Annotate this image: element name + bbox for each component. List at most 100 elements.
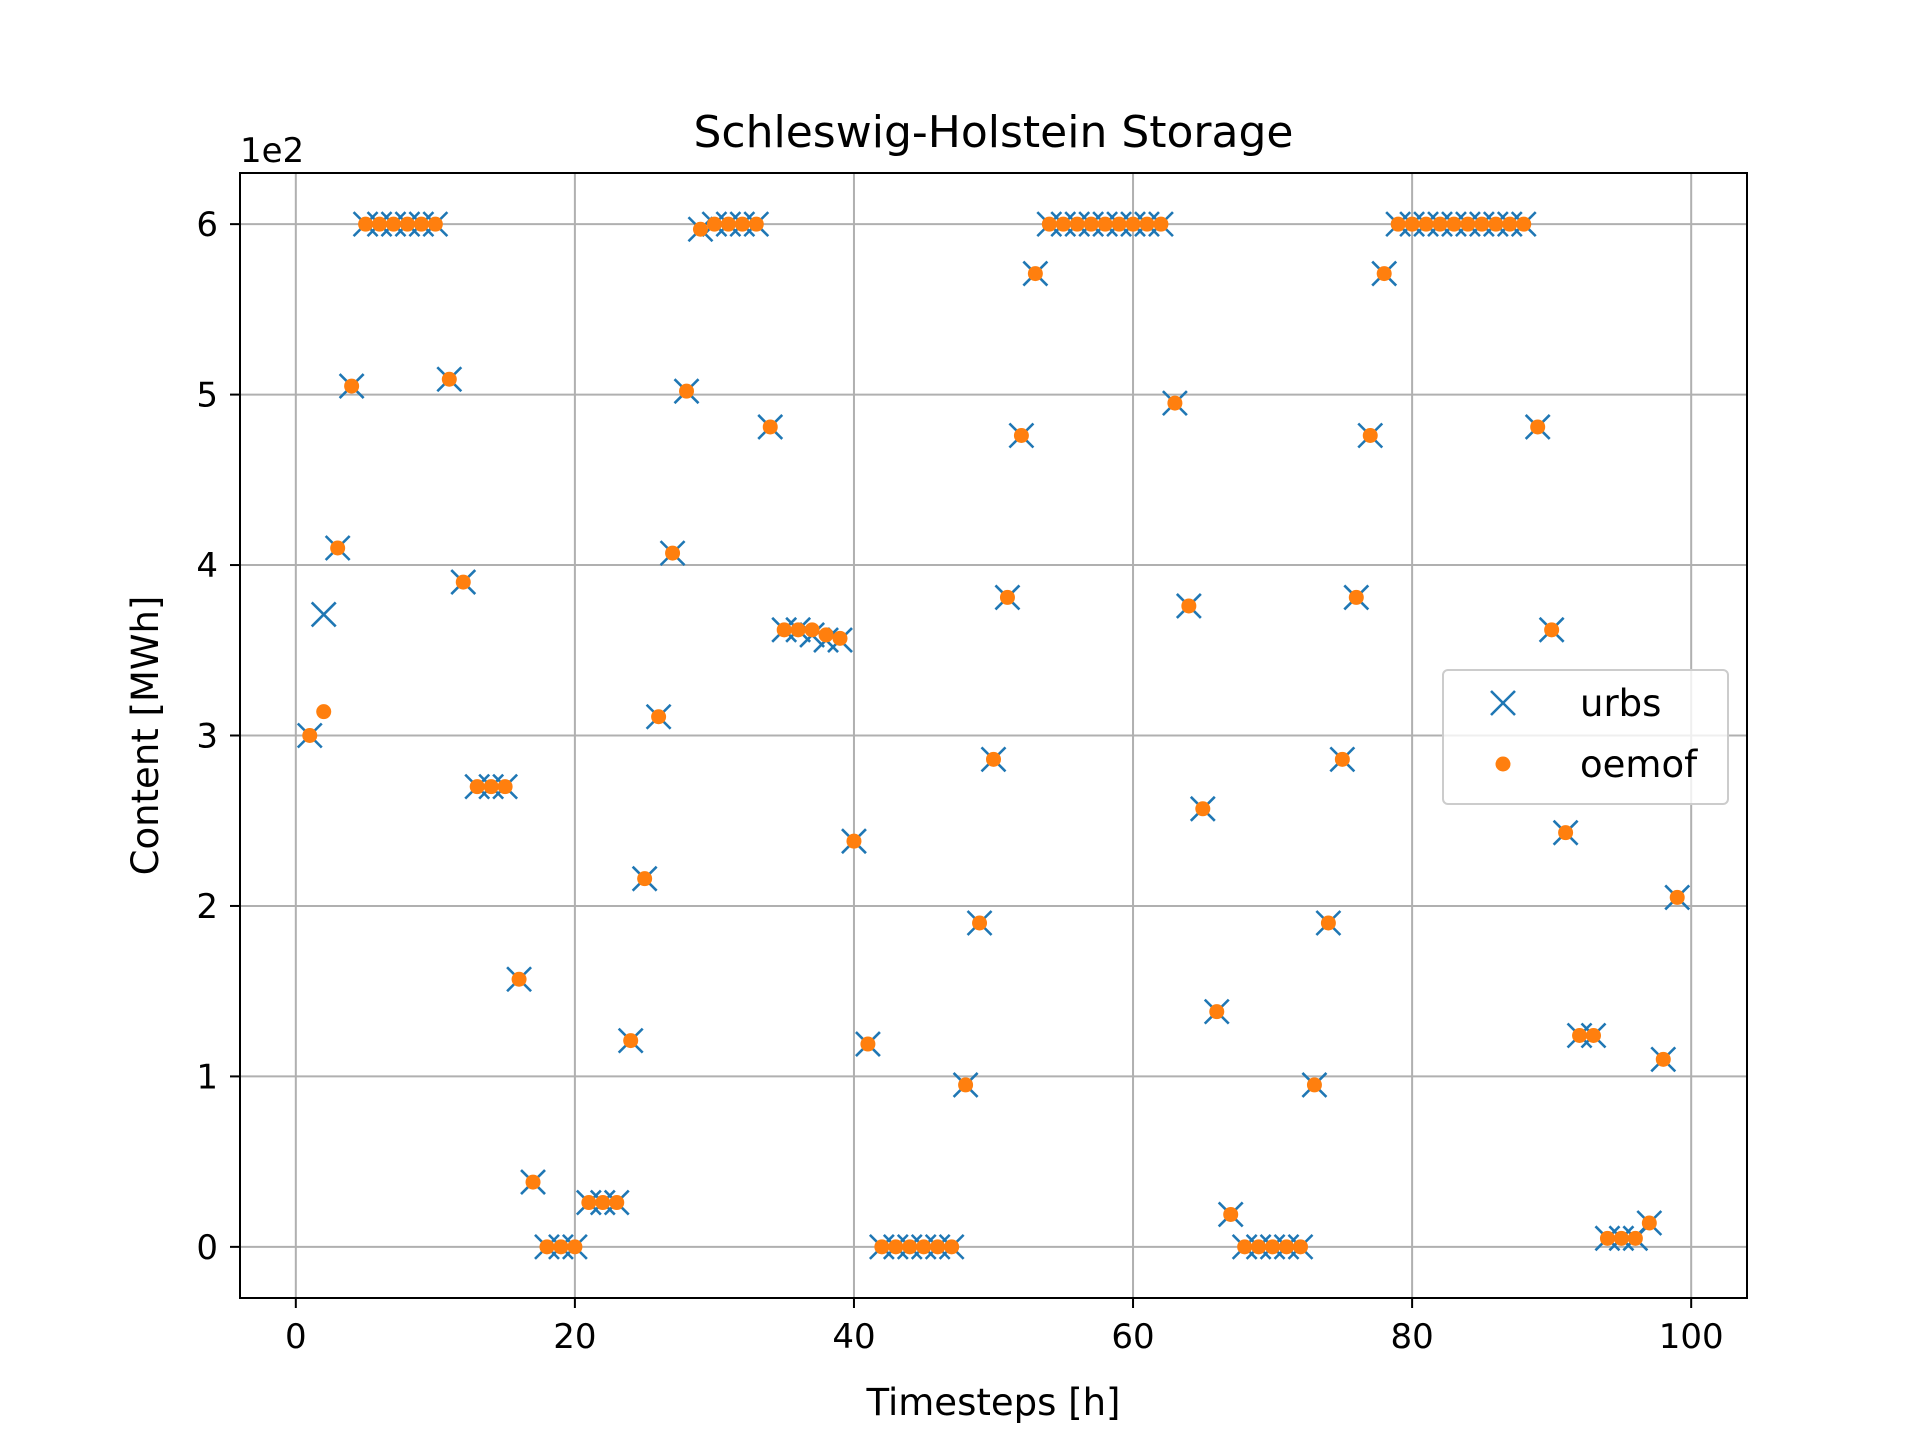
y-axis-offset-label: 1e2: [240, 131, 304, 171]
oemof-point: [790, 622, 806, 638]
legend-oemof-label: oemof: [1580, 743, 1698, 786]
oemof-point: [623, 1033, 639, 1049]
y-tick-label: 0: [196, 1228, 218, 1268]
oemof-point: [1041, 216, 1057, 232]
legend-urbs-marker-icon: [1490, 690, 1516, 716]
oemof-point: [1279, 1239, 1295, 1255]
oemof-point: [1558, 825, 1574, 841]
x-tick-label: 80: [1390, 1317, 1433, 1357]
oemof-point: [1097, 216, 1113, 232]
oemof-point: [1069, 216, 1085, 232]
oemof-point: [692, 221, 708, 237]
y-tick-label: 2: [196, 887, 218, 927]
oemof-point: [1586, 1028, 1602, 1043]
legend: urbs oemof: [1442, 669, 1729, 805]
oemof-point: [972, 915, 988, 931]
oemof-point: [1055, 216, 1071, 232]
oemof-point: [497, 779, 513, 795]
grid-lines: [240, 173, 1747, 1298]
oemof-point: [1362, 428, 1378, 443]
oemof-point: [804, 622, 820, 638]
oemof-point: [1418, 216, 1434, 232]
oemof-point: [1613, 1230, 1629, 1246]
oemof-point: [1209, 1004, 1225, 1020]
oemof-point: [525, 1174, 541, 1190]
series-oemof: [302, 216, 1685, 1255]
oemof-point: [1544, 622, 1560, 638]
oemof-point: [1390, 216, 1406, 232]
oemof-point: [665, 545, 681, 561]
y-tick-label: 5: [196, 376, 218, 416]
oemof-point: [1502, 216, 1518, 232]
oemof-point: [958, 1077, 974, 1093]
oemof-point: [483, 779, 499, 795]
oemof-point: [1181, 598, 1197, 614]
oemof-point: [1139, 216, 1155, 232]
oemof-point: [720, 216, 736, 232]
oemof-point: [748, 216, 764, 232]
oemof-point: [1013, 428, 1029, 443]
oemof-point: [1167, 395, 1183, 411]
oemof-point: [595, 1195, 611, 1211]
oemof-point: [1572, 1028, 1588, 1043]
oemof-point: [916, 1239, 932, 1255]
oemof-point: [1083, 216, 1099, 232]
oemof-point: [874, 1239, 890, 1255]
data-series: [296, 211, 1691, 1260]
oemof-point: [1348, 589, 1364, 605]
oemof-point: [888, 1239, 904, 1255]
oemof-point: [832, 630, 848, 646]
x-tick-label: 20: [553, 1317, 596, 1357]
oemof-point: [1306, 1077, 1322, 1093]
oemof-point: [1334, 751, 1350, 767]
x-tick-label: 40: [832, 1317, 875, 1357]
oemof-point: [902, 1239, 918, 1255]
oemof-point: [511, 971, 527, 987]
oemof-point: [1669, 889, 1685, 905]
oemof-point: [1292, 1239, 1308, 1255]
oemof-point: [1432, 216, 1448, 232]
oemof-point: [1251, 1239, 1267, 1255]
oemof-point: [651, 709, 667, 725]
legend-urbs-label: urbs: [1580, 682, 1661, 725]
y-tick-label: 6: [196, 205, 218, 245]
oemof-point: [818, 627, 834, 643]
oemof-point: [385, 216, 401, 232]
oemof-point: [930, 1239, 946, 1255]
oemof-point: [455, 574, 471, 590]
oemof-point: [679, 383, 695, 399]
oemof-point: [316, 704, 332, 720]
oemof-point: [1627, 1230, 1643, 1246]
oemof-point: [567, 1239, 583, 1255]
oemof-point: [999, 589, 1015, 605]
oemof-point: [413, 216, 429, 232]
oemof-point: [1404, 216, 1420, 232]
oemof-point: [1599, 1230, 1615, 1246]
oemof-point: [860, 1036, 876, 1052]
oemof-point: [1460, 216, 1476, 232]
oemof-point: [372, 216, 388, 232]
oemof-point: [302, 728, 318, 743]
oemof-point: [734, 216, 750, 232]
x-tick-label: 100: [1659, 1317, 1724, 1357]
oemof-point: [330, 540, 346, 556]
legend-box: [1442, 669, 1729, 805]
legend-oemof-marker-icon: [1495, 756, 1511, 772]
oemof-point: [1446, 216, 1462, 232]
y-axis-label: Content [MWh]: [124, 596, 167, 876]
oemof-point: [1265, 1239, 1281, 1255]
oemof-point: [1641, 1215, 1657, 1231]
oemof-point: [609, 1195, 625, 1211]
oemof-point: [846, 833, 862, 849]
y-tick-label: 1: [196, 1057, 218, 1097]
axis-ticks: 0 20 40 60 80 100 0 1 2 3 4 5 6: [196, 205, 1723, 1357]
oemof-point: [762, 419, 778, 435]
oemof-point: [427, 216, 443, 232]
plot-frame: [239, 172, 1748, 1299]
chart-title: Schleswig-Holstein Storage: [694, 107, 1294, 158]
oemof-point: [944, 1239, 960, 1255]
oemof-point: [399, 216, 415, 232]
oemof-point: [776, 622, 792, 638]
oemof-point: [1376, 266, 1392, 282]
